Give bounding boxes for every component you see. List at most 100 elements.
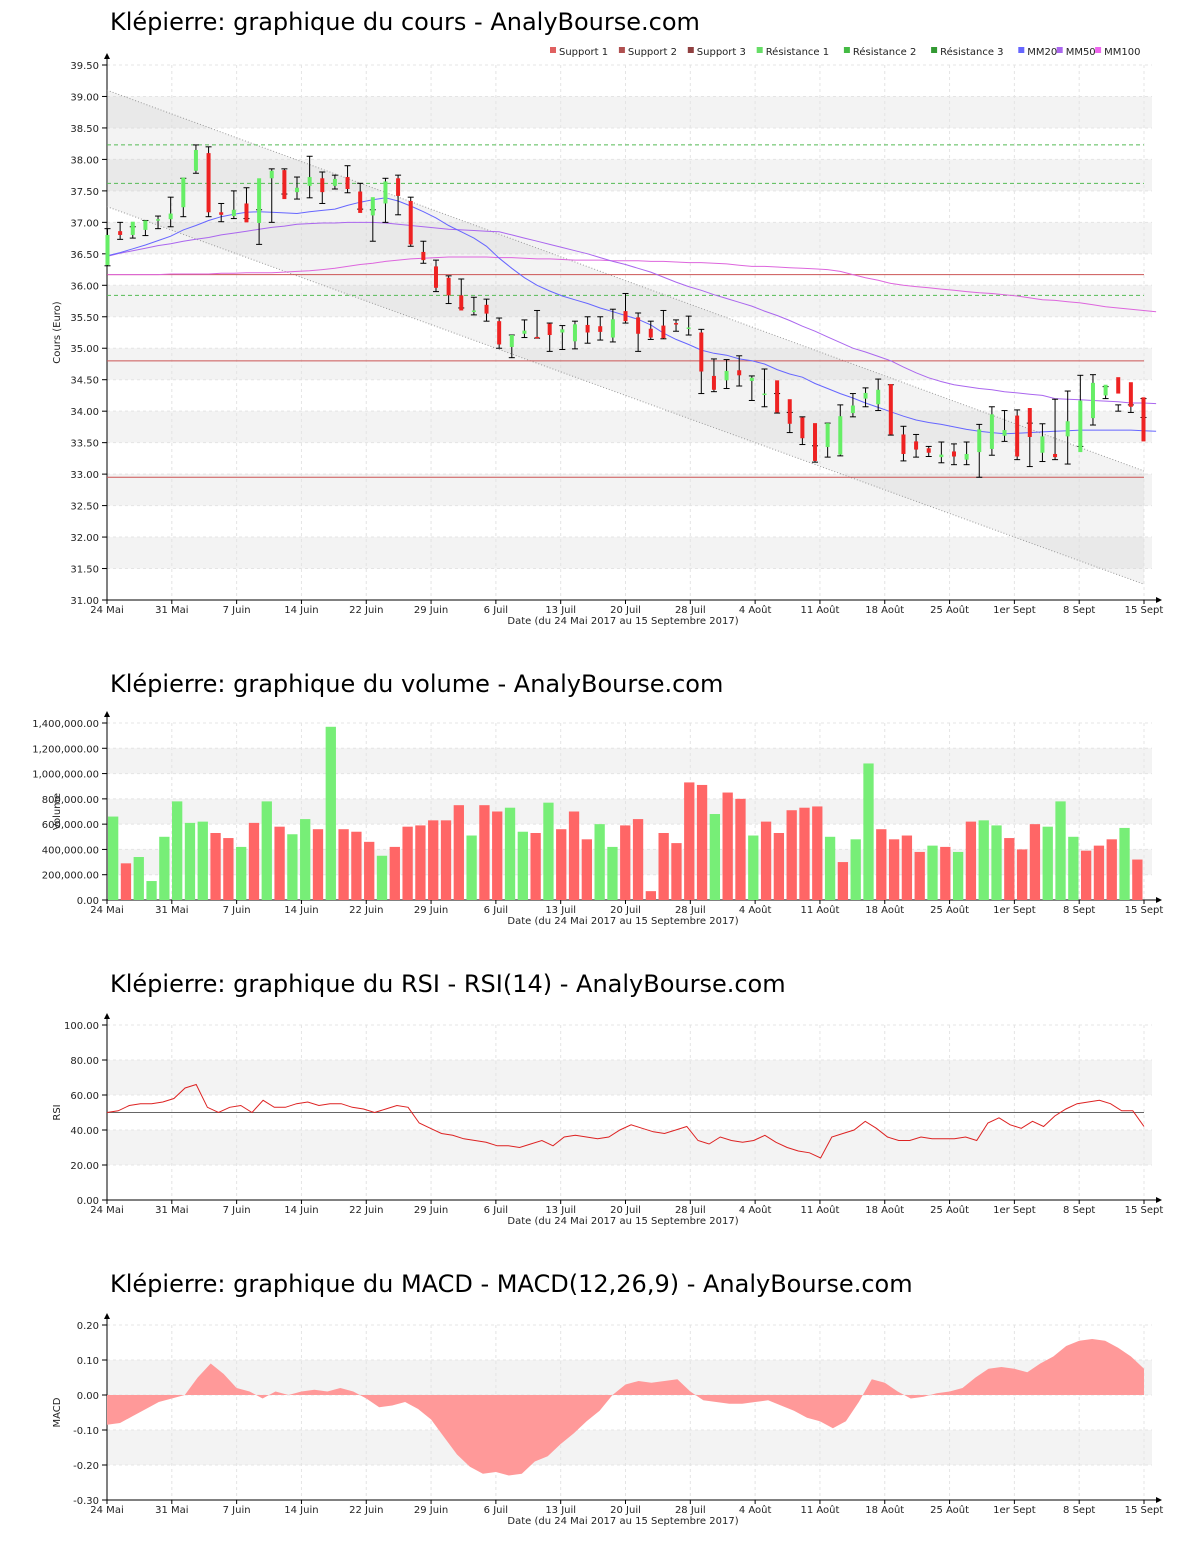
volume-bar [581, 839, 592, 900]
volume-bar [389, 846, 400, 900]
macd-y-tick-label: 0.10 [77, 1356, 99, 1367]
rsi-y-tick-label: 0.00 [77, 1196, 99, 1207]
volume-bar [696, 784, 708, 900]
rsi-y-tick-label: 40.00 [70, 1126, 99, 1137]
volume-bar [645, 891, 657, 900]
volume-y-tick-label: 0.00 [77, 896, 99, 907]
price-candle-body [105, 234, 110, 266]
price-y-tick-label: 39.50 [70, 61, 99, 72]
volume-x-axis-label: Date (du 24 Mai 2017 au 15 Septembre 201… [507, 916, 738, 927]
macd-y-axis-label: MACD [52, 1397, 63, 1427]
volume-bar [671, 843, 682, 900]
price-candle-body [914, 441, 919, 450]
price-candle-body [787, 399, 792, 424]
price-grid-band [107, 474, 1152, 506]
price-candle-body [762, 393, 767, 396]
price-candle-body [206, 153, 211, 213]
volume-bar [504, 807, 516, 900]
price-x-tick-label: 7 Juin [223, 605, 251, 616]
macd-x-tick-label: 20 Juil [610, 1505, 641, 1516]
volume-bar [876, 829, 887, 900]
volume-bar [402, 826, 413, 900]
price-candle-body [522, 330, 527, 334]
price-candle-body [1002, 430, 1007, 436]
price-line-mm50 [107, 221, 1157, 405]
price-candle-body [825, 423, 830, 448]
volume-bar [799, 807, 810, 900]
price-candle-body [749, 377, 754, 381]
price-legend-swatch [1018, 47, 1025, 53]
price-candle-body [939, 454, 944, 458]
volume-x-tick-label: 15 Sept [1125, 905, 1164, 916]
price-y-tick-label: 33.50 [70, 439, 99, 450]
price-y-axis-label: Cours (Euro) [52, 301, 63, 364]
volume-bar [517, 831, 528, 900]
price-candle-body [661, 325, 666, 339]
volume-bar [1132, 859, 1143, 900]
price-candle-body [926, 448, 931, 453]
price-y-tick-label: 35.50 [70, 313, 99, 324]
volume-bar [722, 792, 733, 900]
price-candle-body [724, 370, 729, 381]
volume-x-tick-label: 22 Juin [349, 905, 383, 916]
price-candle-body [1078, 400, 1083, 453]
volume-bar [850, 839, 861, 900]
macd-y-tick-label: -0.10 [73, 1426, 99, 1437]
macd-x-axis-arrow [1156, 1497, 1162, 1503]
volume-bar [607, 846, 618, 900]
price-y-tick-label: 37.50 [70, 187, 99, 198]
volume-bar [133, 857, 144, 900]
volume-x-axis-arrow [1156, 897, 1162, 903]
volume-bar [146, 881, 157, 900]
price-legend-label: Support 3 [697, 47, 746, 58]
rsi-x-tick-label: 15 Sept [1125, 1205, 1164, 1216]
volume-bar [300, 819, 311, 900]
price-y-tick-label: 31.50 [70, 565, 99, 576]
price-x-tick-label: 1er Sept [993, 605, 1036, 616]
rsi-y-axis-arrow [104, 1013, 110, 1019]
price-x-tick-label: 28 Juil [675, 605, 706, 616]
volume-bar [812, 806, 823, 900]
macd-x-tick-label: 14 Juin [284, 1505, 318, 1516]
volume-x-tick-label: 29 Juin [414, 905, 448, 916]
volume-grid-band [107, 748, 1152, 774]
volume-bar [172, 801, 183, 900]
macd-x-tick-label: 13 Juil [545, 1505, 576, 1516]
price-candle-body [598, 326, 603, 332]
volume-x-tick-label: 4 Août [739, 904, 772, 916]
rsi-x-tick-label: 7 Juin [223, 1205, 251, 1216]
rsi-x-tick-label: 29 Juin [414, 1205, 448, 1216]
price-candle-body [623, 311, 628, 322]
price-grid-band [107, 537, 1152, 569]
price-grid-band [107, 159, 1152, 191]
price-candle-body [459, 295, 464, 311]
volume-bar [351, 831, 362, 900]
price-candle-body [686, 327, 691, 329]
volume-y-tick-label: 200,000.00 [42, 871, 99, 882]
price-x-axis-arrow [1156, 597, 1162, 603]
price-y-axis-arrow [104, 53, 110, 59]
price-candle-body [737, 370, 742, 376]
price-candle-body [358, 191, 363, 213]
price-grid-band [107, 96, 1152, 128]
rsi-chart-title: Klépierre: graphique du RSI - RSI(14) - … [110, 970, 786, 998]
macd-y-tick-label: 0.20 [77, 1321, 99, 1332]
price-candle-body [269, 170, 274, 179]
macd-x-tick-label: 7 Juin [223, 1505, 251, 1516]
rsi-x-tick-label: 4 Août [739, 1204, 772, 1216]
volume-bar [620, 825, 631, 900]
volume-y-tick-label: 1,200,000.00 [32, 744, 99, 755]
volume-bar [773, 832, 785, 900]
price-x-tick-label: 25 Août [930, 604, 969, 616]
price-candle-body [850, 405, 855, 414]
price-candle-body [257, 178, 262, 223]
volume-bar [952, 851, 964, 900]
rsi-x-tick-label: 11 Août [800, 1204, 839, 1216]
price-candle-body [800, 417, 805, 439]
price-candle-body [244, 203, 249, 223]
price-channel-lower [106, 206, 1145, 585]
rsi-x-tick-label: 24 Mai [90, 1205, 123, 1216]
price-candle-body [509, 335, 514, 347]
price-candle-body [168, 213, 173, 220]
